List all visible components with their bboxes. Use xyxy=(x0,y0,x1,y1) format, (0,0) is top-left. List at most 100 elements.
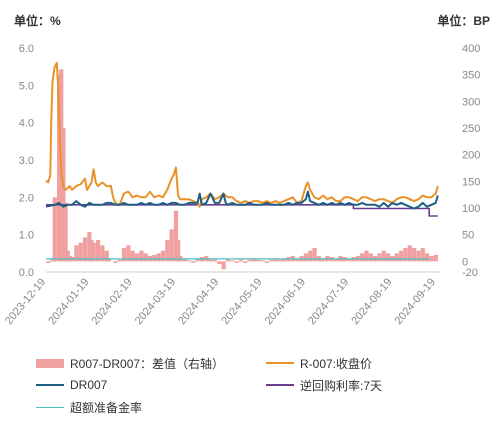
spread-bar xyxy=(273,258,278,262)
spread-bar xyxy=(134,253,140,262)
spread-bar xyxy=(195,258,200,262)
spread-bars xyxy=(46,69,438,270)
spread-bar xyxy=(230,260,235,262)
spread-bar xyxy=(364,250,369,262)
right-axis-unit: 单位：BP xyxy=(437,14,490,28)
legend-swatch-excess-reserve xyxy=(36,406,64,408)
spread-bar xyxy=(160,250,166,262)
spread-bar xyxy=(117,259,122,262)
spread-bar xyxy=(78,242,83,262)
x-tick-label: 2024-07-19 xyxy=(306,276,351,327)
x-tick-label: 2024-08-19 xyxy=(349,276,394,327)
spread-bar xyxy=(416,250,421,262)
spread-bar xyxy=(63,202,68,262)
spread-bar xyxy=(65,250,70,262)
spread-bar xyxy=(277,259,283,262)
x-tick-label: 2024-06-19 xyxy=(263,276,308,327)
spread-bar xyxy=(381,250,386,262)
spread-bar xyxy=(89,240,94,262)
y-right-tick-label: -20 xyxy=(462,267,478,279)
spread-bar xyxy=(221,261,226,270)
spread-bar xyxy=(433,254,438,262)
legend-swatch-r007 xyxy=(266,362,294,364)
spread-bar xyxy=(282,258,287,262)
spread-bar xyxy=(303,253,308,262)
spread-bar xyxy=(46,261,51,263)
spread-bar xyxy=(347,258,352,262)
reverse-repo-line xyxy=(46,204,438,217)
legend-item-spread: R007-DR007：差值（右轴） xyxy=(36,355,266,372)
tick-labels: 0.0 1.0 2.0 3.0 4.0 5.0 6.0 -200 50 100 150 200 250 3… xyxy=(3,43,480,327)
legend-swatch-reverse-repo xyxy=(266,384,294,386)
spread-bar xyxy=(251,258,257,262)
spread-bar xyxy=(260,260,265,262)
spread-bar xyxy=(217,261,222,264)
spread-bar xyxy=(312,248,317,262)
spread-bar xyxy=(156,253,161,262)
spread-bar xyxy=(225,258,231,262)
spread-bar xyxy=(269,259,274,262)
y-left-tick-label: 6.0 xyxy=(19,43,34,55)
spread-bar xyxy=(121,248,127,262)
spread-bar xyxy=(412,248,417,262)
spread-bar xyxy=(377,253,382,262)
legend-item-reverse-repo: 逆回购利率:7天 xyxy=(266,377,496,394)
y-right-tick-label: 200 xyxy=(462,150,480,162)
spread-bar xyxy=(169,229,174,262)
y-right-tick-label: 50 xyxy=(462,230,474,242)
spread-bar xyxy=(429,256,434,262)
y-left-tick-label: 4.0 xyxy=(19,118,34,130)
legend-label-r007: R-007:收盘价 xyxy=(300,356,373,371)
legend-item-excess-reserve: 超额准备金率 xyxy=(36,399,266,416)
y-right-tick-label: 300 xyxy=(462,96,480,108)
r007-line xyxy=(45,61,439,208)
spread-bar xyxy=(82,237,88,262)
y-right-tick-label: 400 xyxy=(462,43,480,55)
spread-bar xyxy=(52,197,57,262)
spread-bar xyxy=(191,261,196,263)
spread-bar xyxy=(143,253,148,262)
spread-bar xyxy=(56,74,62,262)
spread-bar xyxy=(106,258,111,262)
dr007-line xyxy=(45,190,439,210)
legend-label-spread: R007-DR007：差值（右轴） xyxy=(70,356,225,371)
spread-bar xyxy=(208,258,213,262)
spread-bar xyxy=(360,253,365,262)
spread-bar xyxy=(165,240,170,262)
spread-bar xyxy=(74,245,79,262)
spread-bar xyxy=(368,253,373,262)
y-right-tick-label: 350 xyxy=(462,70,480,82)
legend-label-reverse-repo: 逆回购利率:7天 xyxy=(300,378,383,393)
legend: R007-DR007：差值（右轴） R-007:收盘价 DR007 逆回购利率:… xyxy=(36,352,496,418)
legend-label-dr007: DR007 xyxy=(70,378,108,392)
spread-bar xyxy=(50,258,55,262)
x-tick-label: 2024-02-19 xyxy=(90,276,135,327)
y-left-tick-label: 3.0 xyxy=(19,155,34,167)
spread-bar xyxy=(100,245,105,262)
left-axis-unit: 单位：% xyxy=(14,14,61,28)
spread-bar xyxy=(113,261,118,263)
y-left-tick-label: 0.0 xyxy=(19,267,34,279)
x-tick-label: 2023-12-19 xyxy=(3,276,48,327)
spread-bar xyxy=(139,250,144,262)
x-tick-label: 2024-05-19 xyxy=(219,276,264,327)
spread-bar xyxy=(130,250,135,262)
x-tick-label: 2024-09-19 xyxy=(393,276,438,327)
spread-bar xyxy=(399,250,404,262)
spread-bar xyxy=(91,242,96,262)
y-right-tick-label: 100 xyxy=(462,203,480,215)
spread-bar xyxy=(238,259,244,262)
spread-bar xyxy=(425,253,430,262)
spread-bar xyxy=(321,258,326,262)
spread-bar xyxy=(308,250,313,262)
spread-bar xyxy=(186,260,192,262)
spread-bar xyxy=(104,250,109,262)
spread-bar xyxy=(334,258,339,262)
spread-bar xyxy=(394,253,399,262)
x-tick-label: 2024-01-19 xyxy=(46,276,91,327)
spread-bar xyxy=(420,248,425,262)
series-lines xyxy=(45,61,439,260)
legend-label-excess-reserve: 超额准备金率 xyxy=(70,400,143,415)
spread-bar xyxy=(152,254,157,262)
